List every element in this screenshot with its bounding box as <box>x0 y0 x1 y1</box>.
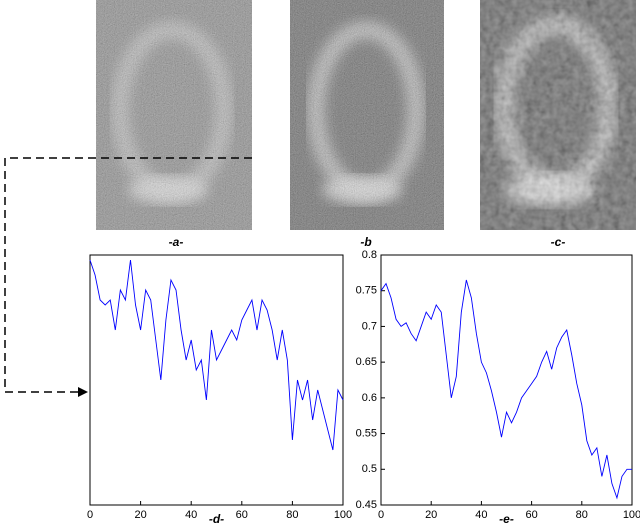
plot-frame <box>89 254 344 506</box>
image-c <box>480 0 636 230</box>
image-b <box>290 0 444 230</box>
x-tick-label: 80 <box>576 509 588 521</box>
x-tick-label: 60 <box>236 509 248 521</box>
plot-frame <box>380 254 633 506</box>
y-tick-label: 0.6 <box>362 392 377 404</box>
connector-arrow <box>4 157 252 393</box>
x-tick-label: 100 <box>334 509 352 521</box>
x-tick-label: 60 <box>525 509 537 521</box>
x-tick-label: 20 <box>425 509 437 521</box>
y-tick-label: 0.7 <box>362 320 377 332</box>
y-tick-label: 0.75 <box>356 285 377 297</box>
data-line <box>380 279 632 500</box>
x-tick-label: 0 <box>378 509 384 521</box>
x-axis-label: -e- <box>499 512 514 525</box>
x-tick-label: 80 <box>286 509 298 521</box>
x-tick-label: 40 <box>475 509 487 521</box>
y-tick-label: 0.8 <box>362 249 377 261</box>
x-tick-label: 0 <box>87 509 93 521</box>
image-label: -c- <box>551 235 566 249</box>
y-tick-label: 0.65 <box>356 356 377 368</box>
x-tick-label: 20 <box>134 509 146 521</box>
x-tick-label: 40 <box>185 509 197 521</box>
y-tick-label: 0.45 <box>356 499 377 511</box>
x-axis-label: -d- <box>209 512 224 525</box>
image-label: -a- <box>169 235 184 249</box>
data-line <box>89 259 344 451</box>
image-a <box>96 0 252 230</box>
image-label: -b <box>360 235 371 249</box>
x-tick-label: 100 <box>623 509 640 521</box>
y-tick-label: 0.55 <box>356 427 377 439</box>
y-tick-label: 0.5 <box>362 463 377 475</box>
arrow-head <box>78 387 88 397</box>
